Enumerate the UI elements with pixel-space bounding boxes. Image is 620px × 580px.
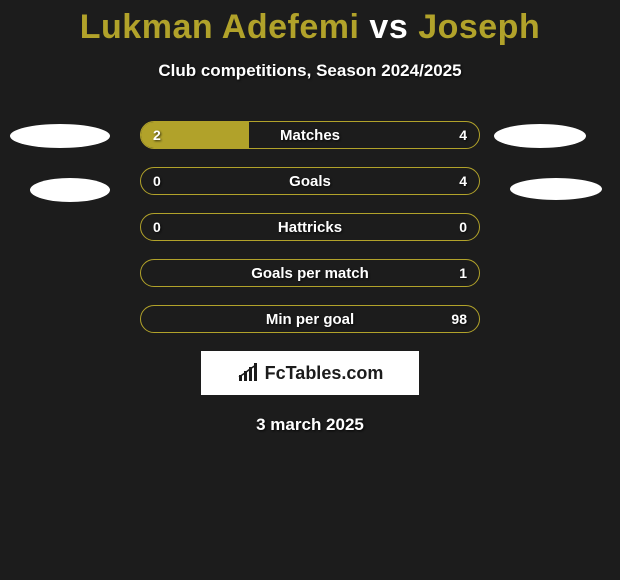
bar-label: Goals	[141, 168, 479, 194]
subtitle: Club competitions, Season 2024/2025	[0, 61, 620, 81]
bar-value-right: 0	[459, 214, 467, 240]
stat-bar: Matches2 4	[140, 121, 480, 149]
player-a-name: Lukman Adefemi	[80, 8, 360, 46]
vs-label: vs	[369, 8, 408, 46]
comparison-title: Lukman Adefemi vs Joseph	[0, 0, 620, 47]
bar-value-right: 4	[459, 122, 467, 148]
bar-value-left: 2	[153, 122, 161, 148]
bar-value-right: 4	[459, 168, 467, 194]
bar-value-left: 0	[153, 214, 161, 240]
logo-text: FcTables.com	[265, 363, 384, 384]
player-b-name: Joseph	[418, 8, 540, 46]
stat-bar: Min per goal98	[140, 305, 480, 333]
bars-icon	[237, 363, 261, 383]
comparison-chart: Matches24Goals04Hattricks00Goals per mat…	[0, 121, 620, 333]
bar-label: Min per goal	[141, 306, 479, 332]
bar-label: Matches	[141, 122, 479, 148]
source-logo: FcTables.com	[201, 351, 419, 395]
badge-placeholder	[10, 124, 110, 148]
badge-placeholder	[30, 178, 110, 202]
date-label: 3 march 2025	[0, 415, 620, 435]
bar-value-right: 1	[459, 260, 467, 286]
bar-value-right: 98	[451, 306, 467, 332]
bar-value-left: 0	[153, 168, 161, 194]
badge-placeholder	[510, 178, 602, 200]
stat-bar: Hattricks0 0	[140, 213, 480, 241]
badge-placeholder	[494, 124, 586, 148]
bar-label: Goals per match	[141, 260, 479, 286]
stat-bar: Goals0 4	[140, 167, 480, 195]
stat-bar: Goals per match1	[140, 259, 480, 287]
bar-label: Hattricks	[141, 214, 479, 240]
